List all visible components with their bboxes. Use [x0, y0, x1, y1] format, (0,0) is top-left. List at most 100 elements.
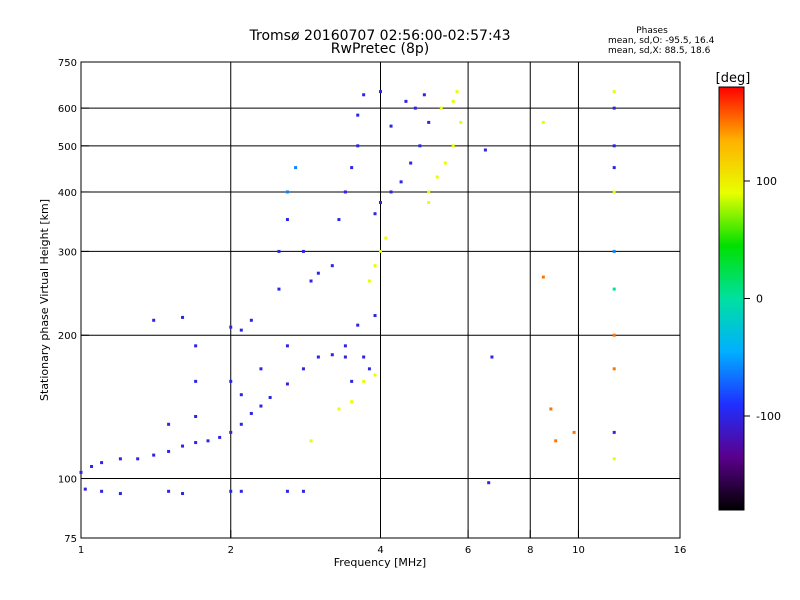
data-point — [181, 492, 185, 496]
data-point — [239, 393, 243, 397]
data-point — [285, 218, 289, 222]
data-point — [459, 120, 463, 124]
data-point — [612, 106, 616, 110]
colorbar-tick-label: 0 — [756, 293, 763, 306]
data-point — [373, 373, 377, 377]
data-point — [541, 120, 545, 124]
data-point — [362, 93, 366, 97]
data-point — [439, 106, 443, 110]
data-point — [277, 249, 281, 253]
data-point — [301, 249, 305, 253]
x-axis-label: Frequency [MHz] — [334, 556, 426, 569]
data-point — [455, 90, 459, 94]
data-point — [612, 287, 616, 291]
data-point — [167, 422, 171, 426]
y-tick-label: 750 — [58, 58, 77, 69]
data-point — [301, 489, 305, 493]
stats-o-line: mean, sd,O: -95.5, 16.4 — [608, 36, 715, 46]
data-point — [554, 439, 558, 443]
data-point — [194, 344, 198, 348]
data-point — [83, 487, 87, 491]
chart-title: Tromsø 20160707 02:56:00-02:57:43 — [249, 28, 511, 44]
x-tick-label: 16 — [674, 545, 687, 556]
data-point — [309, 279, 313, 283]
data-point — [356, 323, 360, 327]
colorbar-tick-label: -100 — [756, 410, 781, 423]
colorbar-unit-label: [deg] — [716, 71, 751, 86]
grid-lines — [81, 62, 680, 538]
data-point — [343, 190, 347, 194]
data-point — [152, 453, 156, 457]
y-tick-label: 75 — [64, 534, 77, 545]
data-point — [229, 489, 233, 493]
data-point — [206, 439, 210, 443]
data-point — [259, 404, 263, 408]
data-point — [356, 113, 360, 117]
data-point — [343, 344, 347, 348]
data-point — [350, 400, 354, 404]
data-point — [483, 148, 487, 152]
data-point — [167, 489, 171, 493]
data-point — [239, 489, 243, 493]
data-point — [356, 144, 360, 148]
data-point — [490, 355, 494, 359]
data-point — [90, 464, 94, 468]
y-axis-ticks: 75 100 200 300 400 500 600 750 — [58, 58, 89, 545]
data-point — [136, 457, 140, 461]
data-point — [229, 325, 233, 329]
data-point — [612, 144, 616, 148]
x-tick-label: 4 — [377, 545, 383, 556]
y-tick-label: 400 — [58, 188, 77, 199]
data-point — [309, 439, 313, 443]
data-point — [194, 414, 198, 418]
data-point — [100, 489, 104, 493]
data-point — [194, 441, 198, 445]
x-axis-ticks: 1 2 4 6 8 10 16 — [78, 530, 687, 556]
plot-area: 1 2 4 6 8 10 16 75 100 200 300 400 500 600 750 — [58, 58, 686, 556]
data-point — [294, 166, 298, 170]
data-point — [239, 328, 243, 332]
x-tick-label: 10 — [572, 545, 585, 556]
x-tick-label: 6 — [465, 545, 471, 556]
data-point — [384, 236, 388, 240]
data-point — [612, 333, 616, 337]
data-point — [285, 382, 289, 386]
data-point — [443, 161, 447, 165]
data-point — [367, 279, 371, 283]
data-point — [612, 190, 616, 194]
data-point — [612, 457, 616, 461]
data-point — [285, 344, 289, 348]
data-point — [277, 287, 281, 291]
colorbar — [718, 86, 745, 511]
data-point — [343, 355, 347, 359]
stats-x-line: mean, sd,X: 88.5, 18.6 — [608, 46, 711, 56]
x-tick-label: 2 — [228, 545, 234, 556]
data-point — [451, 99, 455, 103]
data-point — [350, 379, 354, 383]
data-point — [422, 93, 426, 97]
data-point — [330, 353, 334, 357]
data-point — [118, 457, 122, 461]
data-points — [79, 90, 616, 496]
data-point — [451, 144, 455, 148]
data-point — [249, 411, 253, 415]
data-point — [229, 379, 233, 383]
data-point — [612, 166, 616, 170]
data-point — [487, 481, 491, 485]
y-tick-label: 300 — [58, 247, 77, 258]
data-point — [167, 449, 171, 453]
x-tick-label: 1 — [78, 545, 84, 556]
data-point — [181, 315, 185, 319]
data-point — [379, 201, 382, 205]
data-point — [301, 367, 305, 371]
data-point — [362, 355, 366, 359]
data-point — [373, 264, 377, 268]
data-point — [218, 435, 222, 439]
data-point — [316, 271, 320, 275]
y-tick-label: 600 — [58, 104, 77, 115]
colorbar-tick-label: 100 — [756, 175, 777, 188]
data-point — [259, 367, 263, 371]
x-tick-label: 8 — [527, 545, 533, 556]
y-axis-label: Stationary phase Virtual Height [km] — [38, 199, 51, 401]
data-point — [152, 318, 156, 322]
